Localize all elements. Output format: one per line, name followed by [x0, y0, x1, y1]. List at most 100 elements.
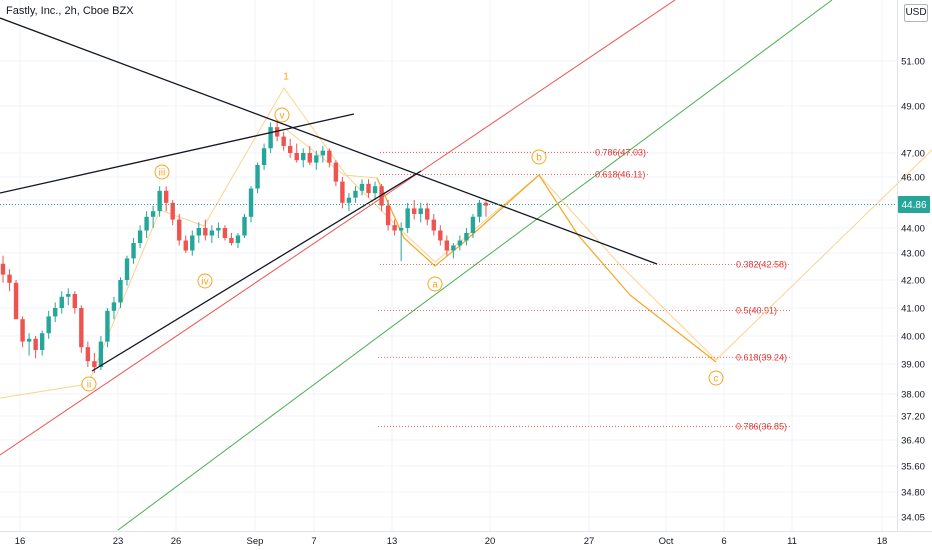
time-tick-label: 23: [113, 536, 124, 547]
candle-body: [242, 216, 247, 236]
candle-body: [216, 228, 221, 231]
candle-body: [366, 183, 371, 194]
wave-label: b: [536, 153, 542, 164]
candle-body: [163, 190, 169, 203]
time-tick-label: 18: [877, 536, 888, 547]
price-tick-label: 37.20: [901, 412, 925, 423]
candle-body: [13, 282, 19, 320]
candle-body: [203, 228, 208, 236]
price-tick-label: 34.80: [901, 488, 925, 499]
candle-body: [98, 341, 104, 367]
candle-body: [0, 263, 6, 275]
price-tick-label: 44.00: [901, 224, 925, 235]
time-tick-label: Sep: [247, 536, 264, 547]
last-price-value: 44.86: [901, 200, 926, 211]
price-tick-label: 51.00: [901, 57, 925, 68]
candle-body: [268, 127, 273, 149]
candle-body: [85, 347, 91, 362]
candle-body: [261, 148, 267, 165]
time-tick-label: 11: [787, 536, 797, 547]
wave-label-circle: [708, 370, 724, 386]
candle-body: [307, 153, 312, 163]
candle-body: [340, 181, 345, 203]
wave-labels: 1 v iii iv ii a b c: [81, 72, 724, 392]
candle-body: [144, 216, 149, 231]
candle-body: [287, 145, 293, 153]
candle-body: [418, 208, 423, 214]
wave-label-circle: [81, 376, 97, 392]
candle-body: [248, 188, 254, 217]
candle-body: [72, 294, 77, 308]
candle-body: [431, 219, 436, 231]
candle-body: [66, 294, 71, 297]
fib-level-label: 0.382(42.58): [736, 259, 787, 269]
wave-label: iii: [159, 168, 166, 179]
candle-body: [177, 219, 182, 241]
price-tick-label: 46.00: [901, 173, 925, 184]
wave-label: ii: [87, 380, 91, 391]
time-tick-label: 7: [311, 536, 316, 547]
candle-body: [314, 155, 319, 163]
candle-body: [53, 308, 58, 317]
candle-body: [137, 230, 143, 243]
price-tick-label: 40.00: [901, 332, 925, 343]
price-tick-label: 35.60: [901, 462, 925, 473]
candle-body: [46, 316, 51, 334]
fib-level-label: 0.786(36.85): [736, 422, 787, 432]
symbol-title: Fastly, Inc., 2h, Cboe BZX: [6, 5, 134, 17]
wave-label: a: [432, 280, 438, 291]
candle-body: [33, 338, 38, 350]
candle-body: [274, 127, 280, 137]
candle-body: [451, 245, 456, 251]
wave-label-circle: [154, 164, 170, 180]
candle-body: [170, 202, 175, 220]
currency-button[interactable]: USD: [904, 4, 928, 22]
time-tick-label: Oct: [659, 536, 674, 547]
candle-body: [327, 150, 332, 163]
price-tick-label: 47.00: [901, 149, 925, 160]
candle-body: [353, 190, 358, 198]
fib-level-label: 0.618(46.11): [595, 169, 645, 179]
wave-label: iv: [201, 277, 208, 288]
candle-body: [301, 153, 306, 161]
red-channel-line: [0, 0, 676, 456]
candle-body: [372, 186, 378, 194]
candle-body: [105, 310, 110, 342]
candle-body: [131, 243, 136, 259]
candle-body: [196, 228, 202, 236]
candle-body: [183, 240, 188, 251]
last-price-tag: 44.86: [898, 196, 930, 213]
candle-body: [255, 165, 260, 189]
candle-body: [294, 153, 299, 161]
candle-body: [235, 235, 241, 243]
candle-body: [124, 258, 130, 280]
wave-label: v: [280, 111, 285, 122]
wave-label-circle: [531, 149, 547, 165]
wave-label-circle: [197, 273, 213, 289]
candle-body: [333, 162, 339, 182]
price-tick-label: 38.00: [901, 390, 925, 401]
candle-body: [477, 202, 482, 217]
time-tick-label: 16: [15, 536, 26, 547]
time-axis[interactable]: 16 23 26 Sep 7 13 20 27 Oct 6 11 18: [15, 536, 888, 547]
wave-label: c: [714, 374, 719, 385]
candle-body: [118, 280, 123, 303]
grid-lines: [0, 0, 897, 531]
wave-projection-path: [376, 174, 717, 363]
time-tick-label: 20: [485, 536, 496, 547]
candle-body: [425, 208, 430, 220]
candle-body: [26, 338, 32, 342]
price-tick-label: 39.00: [901, 360, 925, 371]
candle-body: [92, 361, 97, 367]
fib-level-label: 0.5(40.91): [736, 306, 777, 316]
candle-body: [385, 205, 391, 226]
descending-trend-line: [0, 17, 658, 265]
price-tick-label: 43.00: [901, 249, 925, 260]
candle-body: [157, 190, 162, 212]
green-channel-line: [117, 0, 833, 531]
candle-body: [150, 211, 156, 217]
price-axis[interactable]: 51.0049.0047.0046.0045.0044.0043.0042.00…: [901, 57, 925, 524]
wave-projection-segment: [286, 129, 378, 179]
candle-body: [457, 240, 463, 246]
